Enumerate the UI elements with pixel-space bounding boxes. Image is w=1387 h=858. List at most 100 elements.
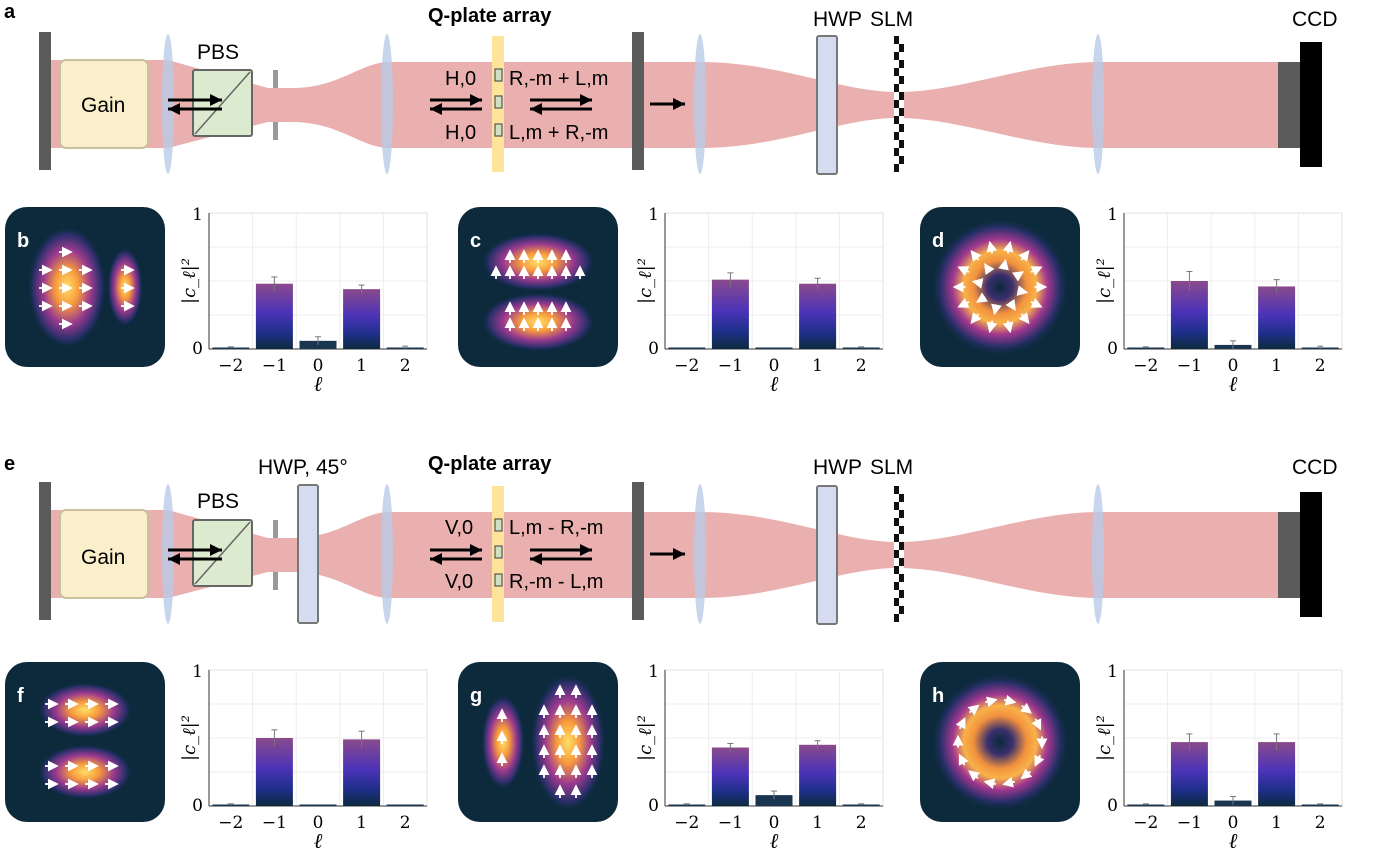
bar--1 xyxy=(1170,742,1208,806)
slm-cell xyxy=(894,550,899,558)
x-tick-label: 2 xyxy=(856,356,867,376)
x-tick-label: −2 xyxy=(674,356,699,376)
polarization-arrow xyxy=(983,778,997,789)
polarization-arrow xyxy=(957,266,970,277)
ccd-housing xyxy=(1278,512,1302,598)
mode-images: b c d f g h xyxy=(5,207,1080,822)
setup-panel-e: e Q-plate array HWP SLM CCD HWP, 45° PBS… xyxy=(4,453,1338,625)
polarization-arrow xyxy=(998,258,1009,271)
y-tick-label: 1 xyxy=(648,662,659,682)
polarization-arrow xyxy=(970,250,982,262)
x-axis-label: ℓ xyxy=(770,372,779,396)
slm-cell xyxy=(899,574,904,582)
arrow-right-out-head xyxy=(580,544,592,556)
y-tick-label: 1 xyxy=(192,662,203,682)
slm-cell xyxy=(894,140,899,148)
x-tick-label: 2 xyxy=(1315,356,1326,376)
gain-label: Gain xyxy=(81,546,125,569)
intensity-lobe xyxy=(37,682,133,738)
output-coupler xyxy=(632,482,644,620)
ccd-label: CCD xyxy=(1292,8,1338,31)
polarization-arrow xyxy=(1030,297,1043,308)
bar-1 xyxy=(343,739,381,806)
bar--1 xyxy=(255,738,293,806)
arrow-left-out-head xyxy=(530,103,542,115)
hwp-plate xyxy=(816,485,838,625)
arrow-left-in-head xyxy=(430,103,442,115)
slm-cell xyxy=(899,510,904,518)
slm-cell xyxy=(894,494,899,502)
bar-charts: −2 −1 0 1 2 0 1 ℓ |c_ℓ|² −2 −1 0 1 2 0 1 ℓ |c_ℓ|² −2 −1 0 1 2 0… xyxy=(179,205,1343,853)
slm-cell xyxy=(899,36,904,44)
slm-cell xyxy=(899,542,904,550)
polarization-arrow xyxy=(1031,718,1042,731)
slm-cell xyxy=(894,132,899,140)
y-tick-label: 1 xyxy=(1107,662,1118,682)
slm-cell xyxy=(899,614,904,622)
slm-cell xyxy=(894,164,899,172)
bar--2 xyxy=(668,347,706,349)
panel-letter-c: c xyxy=(470,230,481,252)
slm-label: SLM xyxy=(870,8,913,31)
slm-cell xyxy=(894,100,899,108)
slm-cell xyxy=(899,534,904,542)
slm-cell xyxy=(894,510,899,518)
slm-cell xyxy=(894,124,899,132)
polarization-arrow xyxy=(1034,754,1045,767)
slm-cell xyxy=(894,68,899,76)
arrow-left-out-head xyxy=(530,553,542,565)
slm-cell xyxy=(894,108,899,116)
bar--2 xyxy=(212,804,250,806)
slm-cell xyxy=(899,156,904,164)
end-mirror xyxy=(39,32,51,170)
slm-cell xyxy=(899,582,904,590)
x-tick-label: −2 xyxy=(674,813,699,833)
bar-1 xyxy=(799,283,837,349)
x-axis-label: ℓ xyxy=(1229,829,1238,853)
lens-1 xyxy=(162,484,174,624)
output-mode-bottom: L,m + R,-m xyxy=(509,122,608,144)
bar--2 xyxy=(212,347,250,349)
slm-cell xyxy=(894,44,899,52)
x-axis-label: ℓ xyxy=(314,829,323,853)
qplate-title: Q-plate array xyxy=(428,453,552,475)
chart-f: −2 −1 0 1 2 0 1 ℓ |c_ℓ|² xyxy=(179,662,428,853)
slm-cell xyxy=(894,502,899,510)
chart-d: −2 −1 0 1 2 0 1 ℓ |c_ℓ|² xyxy=(1094,205,1343,396)
output-mode-top: R,-m + L,m xyxy=(509,68,608,90)
slm-cell xyxy=(899,76,904,84)
lens-3 xyxy=(694,484,706,624)
intensity-lobe xyxy=(530,672,606,812)
aperture-top xyxy=(273,70,278,88)
mode-image-b: b xyxy=(5,207,165,367)
panel-letter-e: e xyxy=(4,453,15,475)
bar-0 xyxy=(299,804,337,806)
bar-1 xyxy=(799,744,837,806)
y-tick-label: 0 xyxy=(648,796,659,816)
y-tick-label: 0 xyxy=(192,796,203,816)
y-axis-label: |c_ℓ|² xyxy=(635,715,656,761)
x-tick-label: 1 xyxy=(356,813,367,833)
x-tick-label: 2 xyxy=(400,356,411,376)
slm-cell xyxy=(899,486,904,494)
x-tick-label: −2 xyxy=(1133,356,1158,376)
y-tick-label: 1 xyxy=(192,205,203,225)
slm-cell xyxy=(894,76,899,84)
panel-letter-a: a xyxy=(4,1,16,23)
bar--2 xyxy=(1127,347,1165,349)
aperture-bottom xyxy=(273,122,278,140)
slm-cell xyxy=(899,590,904,598)
polarization-arrow xyxy=(1018,312,1030,324)
slm-cell xyxy=(899,606,904,614)
polarization-arrow xyxy=(1016,285,1029,296)
slm-cell xyxy=(894,518,899,526)
polarization-arrow xyxy=(958,753,969,766)
slm-cell xyxy=(899,52,904,60)
lens-4 xyxy=(1092,484,1104,624)
slm-cell xyxy=(899,124,904,132)
slm-cell xyxy=(899,526,904,534)
slm-cell xyxy=(894,542,899,550)
polarization-arrow xyxy=(1012,271,1025,282)
bar-2 xyxy=(842,804,880,806)
polarization-arrow xyxy=(1005,299,1016,312)
